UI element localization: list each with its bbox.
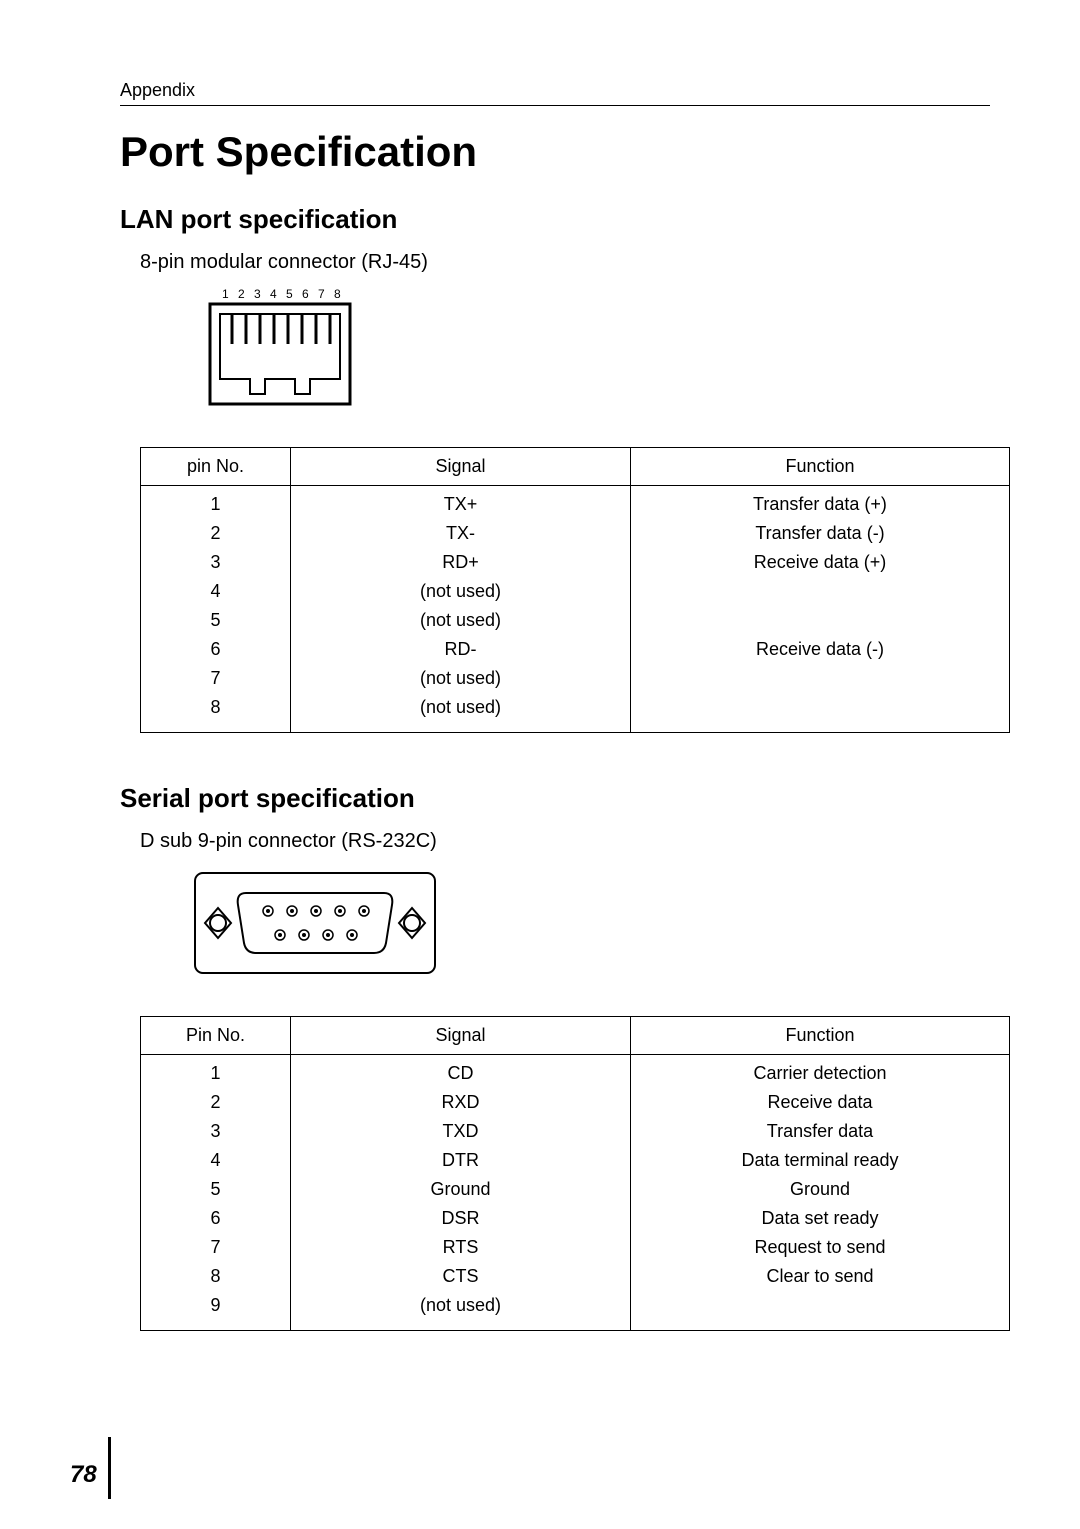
table-cell: Data terminal ready — [631, 1146, 1010, 1175]
table-cell: 7 — [141, 1233, 291, 1262]
table-cell: Transfer data (+) — [631, 486, 1010, 520]
table-row: 7RTSRequest to send — [141, 1233, 1010, 1262]
page-number-bar — [108, 1437, 111, 1499]
table-cell: TX- — [291, 519, 631, 548]
lan-heading: LAN port specification — [120, 204, 990, 235]
table-cell: (not used) — [291, 577, 631, 606]
table-row: 1CDCarrier detection — [141, 1055, 1010, 1089]
rj45-connector-icon: 1 2 3 4 5 6 7 8 — [190, 284, 990, 419]
table-row: 4(not used) — [141, 577, 1010, 606]
table-cell: Carrier detection — [631, 1055, 1010, 1089]
table-cell: RD- — [291, 635, 631, 664]
page-header: Appendix — [120, 80, 990, 106]
lan-col-function-header: Function — [631, 448, 1010, 486]
table-cell: (not used) — [291, 664, 631, 693]
table-row: 6DSRData set ready — [141, 1204, 1010, 1233]
table-row: 1TX+Transfer data (+) — [141, 486, 1010, 520]
table-row: 7(not used) — [141, 664, 1010, 693]
table-cell: Ground — [291, 1175, 631, 1204]
table-cell: Clear to send — [631, 1262, 1010, 1291]
rj45-pin-labels: 1 2 3 4 5 6 7 8 — [222, 287, 344, 301]
table-row: 2RXDReceive data — [141, 1088, 1010, 1117]
table-cell: Receive data (-) — [631, 635, 1010, 664]
table-cell: 3 — [141, 548, 291, 577]
header-section-label: Appendix — [120, 80, 195, 100]
table-cell: Ground — [631, 1175, 1010, 1204]
lan-col-pin-header: pin No. — [141, 448, 291, 486]
table-cell: RD+ — [291, 548, 631, 577]
table-cell: 8 — [141, 1262, 291, 1291]
table-cell: (not used) — [291, 1291, 631, 1331]
table-cell: 2 — [141, 1088, 291, 1117]
page-title: Port Specification — [120, 128, 990, 176]
table-cell: TX+ — [291, 486, 631, 520]
table-cell — [631, 693, 1010, 733]
serial-table-body: 1CDCarrier detection2RXDReceive data3TXD… — [141, 1055, 1010, 1331]
table-row: 8CTSClear to send — [141, 1262, 1010, 1291]
table-row: 4DTRData terminal ready — [141, 1146, 1010, 1175]
table-cell: 7 — [141, 664, 291, 693]
serial-heading: Serial port specification — [120, 783, 990, 814]
table-cell: 4 — [141, 577, 291, 606]
serial-connector-text: D sub 9-pin connector (RS-232C) — [140, 830, 990, 853]
lan-table-body: 1TX+Transfer data (+)2TX-Transfer data (… — [141, 486, 1010, 733]
table-cell: 4 — [141, 1146, 291, 1175]
table-cell: 6 — [141, 1204, 291, 1233]
table-cell — [631, 606, 1010, 635]
table-cell: 3 — [141, 1117, 291, 1146]
table-row: 5(not used) — [141, 606, 1010, 635]
table-cell: Receive data — [631, 1088, 1010, 1117]
table-cell: DTR — [291, 1146, 631, 1175]
table-cell: RTS — [291, 1233, 631, 1262]
table-cell: 5 — [141, 1175, 291, 1204]
table-cell: 1 — [141, 1055, 291, 1089]
table-row: 6RD-Receive data (-) — [141, 635, 1010, 664]
table-cell: 8 — [141, 693, 291, 733]
lan-pin-table: pin No. Signal Function 1TX+Transfer dat… — [140, 447, 1010, 733]
serial-pin-table: Pin No. Signal Function 1CDCarrier detec… — [140, 1016, 1010, 1331]
db9-connector-icon — [190, 863, 990, 988]
table-row: 3RD+Receive data (+) — [141, 548, 1010, 577]
table-cell: 5 — [141, 606, 291, 635]
serial-col-pin-header: Pin No. — [141, 1017, 291, 1055]
table-cell: DSR — [291, 1204, 631, 1233]
table-cell: 2 — [141, 519, 291, 548]
table-cell: Data set ready — [631, 1204, 1010, 1233]
table-cell — [631, 577, 1010, 606]
table-cell: CD — [291, 1055, 631, 1089]
table-row: 3TXDTransfer data — [141, 1117, 1010, 1146]
table-cell: 1 — [141, 486, 291, 520]
table-cell: Request to send — [631, 1233, 1010, 1262]
table-cell: 6 — [141, 635, 291, 664]
lan-connector-text: 8-pin modular connector (RJ-45) — [140, 251, 990, 274]
table-cell: TXD — [291, 1117, 631, 1146]
table-cell: Transfer data (-) — [631, 519, 1010, 548]
serial-col-signal-header: Signal — [291, 1017, 631, 1055]
table-cell: RXD — [291, 1088, 631, 1117]
table-row: 9(not used) — [141, 1291, 1010, 1331]
table-cell — [631, 1291, 1010, 1331]
serial-col-function-header: Function — [631, 1017, 1010, 1055]
table-cell: (not used) — [291, 606, 631, 635]
table-cell: Transfer data — [631, 1117, 1010, 1146]
table-cell: Receive data (+) — [631, 548, 1010, 577]
table-cell: 9 — [141, 1291, 291, 1331]
table-cell: CTS — [291, 1262, 631, 1291]
table-row: 5GroundGround — [141, 1175, 1010, 1204]
page-number: 78 — [70, 1461, 107, 1489]
table-row: 2TX-Transfer data (-) — [141, 519, 1010, 548]
lan-col-signal-header: Signal — [291, 448, 631, 486]
table-cell — [631, 664, 1010, 693]
table-cell: (not used) — [291, 693, 631, 733]
table-row: 8(not used) — [141, 693, 1010, 733]
